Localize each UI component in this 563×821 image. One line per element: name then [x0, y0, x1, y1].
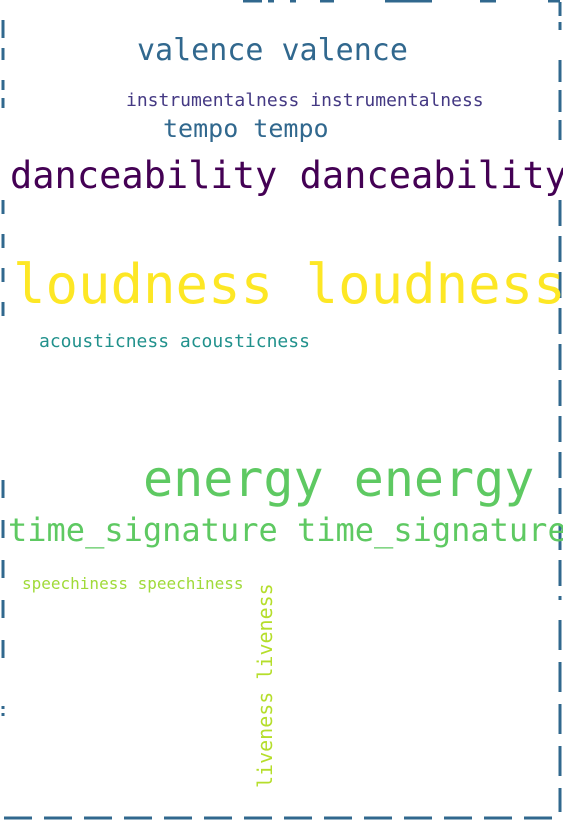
word-speechiness: speechiness speechiness [22, 574, 244, 593]
word-danceability: danceability danceability [10, 154, 563, 197]
word-energy: energy energy [143, 450, 535, 508]
word-time-signature: time_signature time_signature [8, 511, 563, 549]
word-acousticness: acousticness acousticness [39, 331, 310, 352]
word-valence: valence valence [137, 33, 408, 68]
word-instrumentalness: instrumentalness instrumentalness [126, 90, 484, 111]
word-loudness: loudness loudness [13, 253, 563, 316]
word-liveness: liveness liveness [253, 583, 277, 788]
word-tempo: tempo tempo [163, 114, 329, 143]
